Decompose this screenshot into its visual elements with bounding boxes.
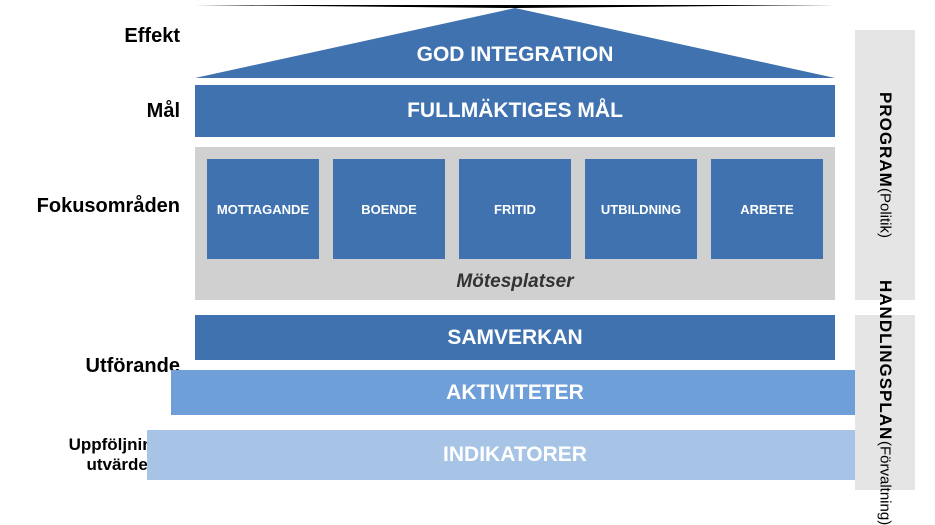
label-mal: Mål <box>0 100 180 123</box>
bar-indikatorer: INDIKATORER <box>147 430 883 480</box>
bar-samverkan: SAMVERKAN <box>195 315 835 360</box>
label-fokus: Fokusområden <box>0 195 180 218</box>
side-tab-program-title: PROGRAM <box>875 92 895 188</box>
side-tab-program-subtitle: (Politik) <box>877 188 894 238</box>
focus-boxes-row: MOTTAGANDE BOENDE FRITID UTBILDNING ARBE… <box>195 147 835 265</box>
focus-box-fritid: FRITID <box>459 159 571 259</box>
focus-box-arbete: ARBETE <box>711 159 823 259</box>
label-effekt: Effekt <box>0 25 180 48</box>
side-tab-handlingsplan-title: HANDLINGSPLAN <box>875 280 895 440</box>
side-tab-handlingsplan-subtitle: (Förvaltning) <box>877 441 894 525</box>
focus-box-boende: BOENDE <box>333 159 445 259</box>
bar-mal: FULLMÄKTIGES MÅL <box>195 85 835 137</box>
label-utforande: Utförande <box>0 355 180 378</box>
side-tab-program: PROGRAM (Politik) <box>855 30 915 300</box>
focus-box-mottagande: MOTTAGANDE <box>207 159 319 259</box>
focus-footer: Mötesplatser <box>195 265 835 303</box>
side-tab-handlingsplan: HANDLINGSPLAN (Förvaltning) <box>855 315 915 490</box>
bar-aktiviteter: AKTIVITETER <box>171 370 859 415</box>
focus-container: MOTTAGANDE BOENDE FRITID UTBILDNING ARBE… <box>195 147 835 300</box>
roof-label: GOD INTEGRATION <box>195 40 835 70</box>
focus-box-utbildning: UTBILDNING <box>585 159 697 259</box>
